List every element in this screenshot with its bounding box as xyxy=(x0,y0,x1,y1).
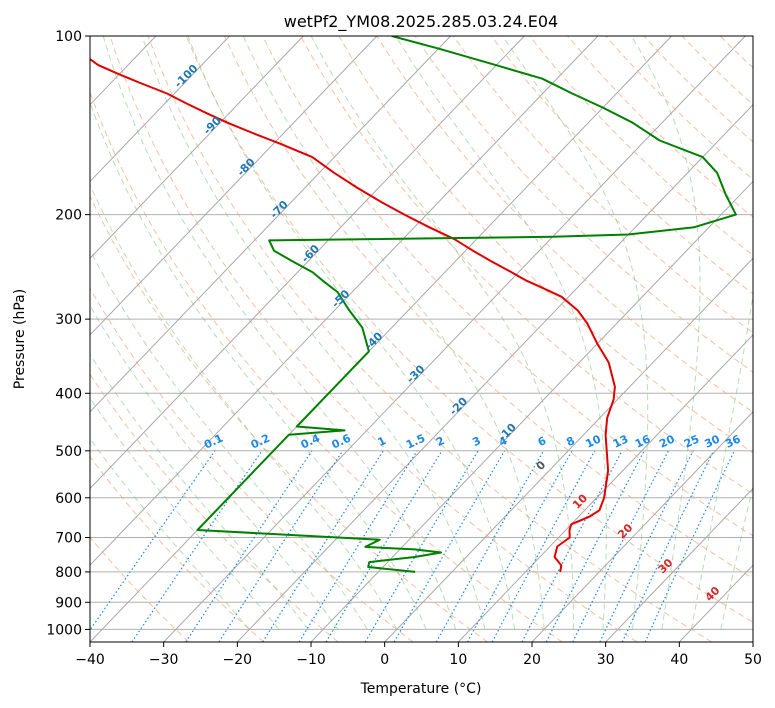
y-tick-label: 1000 xyxy=(46,622,82,638)
x-tick-label: 20 xyxy=(523,652,541,668)
moist-adiabat-line xyxy=(690,291,753,630)
y-axis: 100 200 300 400 500 600 700 800 900 1000 xyxy=(46,29,90,638)
dry-adiabat-line xyxy=(90,90,563,642)
x-tick-label: 40 xyxy=(670,652,688,668)
moist-adiabat-line xyxy=(90,437,250,630)
dry-adiabat-line xyxy=(376,36,753,413)
y-tick-label: 600 xyxy=(55,491,82,507)
moist-adiabat-line xyxy=(395,36,607,630)
isotherm-line xyxy=(236,103,753,642)
mixing-ratio-label: 25 xyxy=(682,432,701,450)
x-axis: −40 −30 −20 −10 0 10 20 30 40 50 xyxy=(75,642,762,668)
isotherm-line xyxy=(90,36,378,336)
moist-adiabat-line xyxy=(90,397,280,630)
y-tick-label: 800 xyxy=(55,565,82,581)
mixing-ratio-label: 30 xyxy=(702,432,722,450)
dry-adiabat-line xyxy=(147,36,712,642)
isotherm-line xyxy=(384,257,753,642)
mixing-ratio-label: 20 xyxy=(657,432,677,450)
isotherm-line xyxy=(457,334,753,642)
x-tick-label: 50 xyxy=(744,652,762,668)
isotherm-line xyxy=(90,36,525,490)
y-tick-label: 300 xyxy=(55,312,82,328)
mixing-ratio-line xyxy=(491,450,596,642)
x-tick-label: 10 xyxy=(449,652,467,668)
x-tick-label: −20 xyxy=(223,652,253,668)
chart-title: wetPf2_YM08.2025.285.03.24.E04 xyxy=(284,12,558,32)
y-tick-label: 400 xyxy=(55,386,82,402)
moist-adiabat-line xyxy=(90,100,427,630)
dry-adiabat-line xyxy=(452,36,753,334)
dry-adiabat-line xyxy=(262,36,753,537)
mixing-ratio-line xyxy=(262,450,384,642)
temperature-profile-line xyxy=(90,57,616,573)
mixing-ratio-line xyxy=(435,450,545,642)
isotherm-line xyxy=(531,411,753,642)
isotherm-line xyxy=(90,36,672,642)
isotherm-line xyxy=(605,487,753,642)
mixing-ratio-line xyxy=(218,450,344,642)
mixing-ratio-line xyxy=(572,450,670,642)
y-tick-label: 100 xyxy=(55,29,82,45)
isotherm-line xyxy=(90,36,304,259)
x-tick-label: −30 xyxy=(149,652,179,668)
dry-adiabat-line xyxy=(90,456,264,642)
moist-adiabat-line xyxy=(90,249,368,630)
plot-frame xyxy=(89,35,754,643)
moist-adiabat-line xyxy=(141,36,486,630)
dry-adiabat-line xyxy=(223,36,753,580)
background-lines xyxy=(90,36,753,642)
moist-adiabat-line xyxy=(630,36,701,630)
mixing-ratio-line xyxy=(185,450,313,642)
x-tick-label: 30 xyxy=(597,652,615,668)
moist-adiabat-line xyxy=(90,183,398,630)
y-axis-label: Pressure (hPa) xyxy=(12,289,28,389)
moist-adiabat-line xyxy=(102,36,457,630)
moist-adiabat-line xyxy=(242,36,545,630)
y-tick-label: 200 xyxy=(55,208,82,224)
mixing-ratio-line xyxy=(90,450,216,632)
dry-adiabat-line xyxy=(300,36,753,495)
mixing-ratio-label: 16 xyxy=(633,432,653,450)
moist-adiabat-line xyxy=(90,304,339,630)
mixing-ratio-label: 10 xyxy=(584,432,604,450)
dry-adiabat-line xyxy=(185,36,753,623)
mixing-ratio-line xyxy=(599,450,694,642)
dry-adiabat-line xyxy=(490,36,753,295)
dry-adiabat-line xyxy=(90,194,488,642)
y-tick-label: 500 xyxy=(55,444,82,460)
mixing-ratio-line xyxy=(466,450,573,642)
dry-adiabat-line xyxy=(414,36,753,373)
isotherm-line xyxy=(163,36,746,642)
moist-adiabat-line xyxy=(187,36,516,630)
y-tick-label: 900 xyxy=(55,595,82,611)
moist-adiabat-line xyxy=(720,484,753,630)
profile-lines xyxy=(90,36,737,573)
isotherm-line xyxy=(90,36,230,183)
x-tick-label: −10 xyxy=(296,652,326,668)
mixing-ratio-label: 13 xyxy=(611,432,630,450)
dewpoint-profile-line xyxy=(196,36,737,573)
dry-adiabat-line xyxy=(338,36,753,454)
mixing-ratio-line xyxy=(325,450,443,642)
mixing-ratio-label: 36 xyxy=(723,432,743,450)
mixing-ratio-line xyxy=(298,450,418,642)
moist-adiabat-line xyxy=(90,353,309,630)
y-tick-label: 700 xyxy=(55,531,82,547)
x-axis-label: Temperature (°C) xyxy=(360,681,482,697)
isotherm-line xyxy=(90,36,599,566)
dry-adiabat-line xyxy=(90,373,339,642)
moist-adiabat-line xyxy=(501,36,649,630)
x-tick-label: 0 xyxy=(380,652,389,668)
mixing-ratio-line xyxy=(131,450,263,642)
isotherm-line xyxy=(90,36,451,413)
x-tick-label: −40 xyxy=(75,652,105,668)
